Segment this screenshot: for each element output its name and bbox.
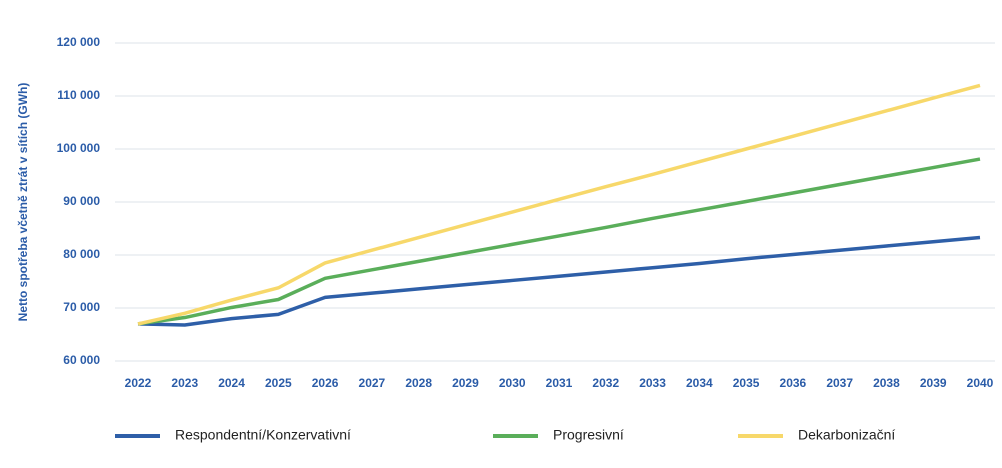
x-tick-label: 2026: [312, 376, 339, 390]
x-tick-label: 2024: [218, 376, 245, 390]
series-line: [137, 235, 981, 327]
x-tick-label: 2029: [452, 376, 479, 390]
y-tick-label: 90 000: [63, 194, 100, 208]
x-tick-label: 2022: [125, 376, 152, 390]
x-tick-label: 2035: [733, 376, 760, 390]
y-tick-label: 100 000: [57, 141, 101, 155]
series-line: [137, 83, 981, 326]
x-tick-label: 2023: [171, 376, 198, 390]
series-line: [137, 157, 981, 326]
y-tick-label: 60 000: [63, 353, 100, 367]
x-tick-label: 2028: [405, 376, 432, 390]
legend-label: Respondentní/Konzervativní: [175, 427, 351, 443]
y-tick-label: 80 000: [63, 247, 100, 261]
x-tick-label: 2032: [592, 376, 619, 390]
x-tick-label: 2037: [826, 376, 853, 390]
x-tick-label: 2039: [920, 376, 947, 390]
legend-label: Progresivní: [553, 427, 624, 443]
x-tick-label: 2033: [639, 376, 666, 390]
y-tick-label: 110 000: [57, 88, 100, 102]
x-tick-label: 2034: [686, 376, 713, 390]
y-tick-label: 120 000: [57, 35, 101, 49]
x-tick-label: 2027: [359, 376, 386, 390]
x-tick-label: 2038: [873, 376, 900, 390]
y-tick-label: 70 000: [63, 300, 100, 314]
x-tick-label: 2030: [499, 376, 526, 390]
y-axis-label: Netto spotřeba včetně ztrát v sítích (GW…: [16, 83, 30, 322]
x-tick-label: 2025: [265, 376, 292, 390]
legend-label: Dekarbonizační: [798, 427, 895, 443]
x-tick-label: 2031: [546, 376, 573, 390]
x-tick-label: 2040: [967, 376, 994, 390]
x-tick-label: 2036: [780, 376, 807, 390]
